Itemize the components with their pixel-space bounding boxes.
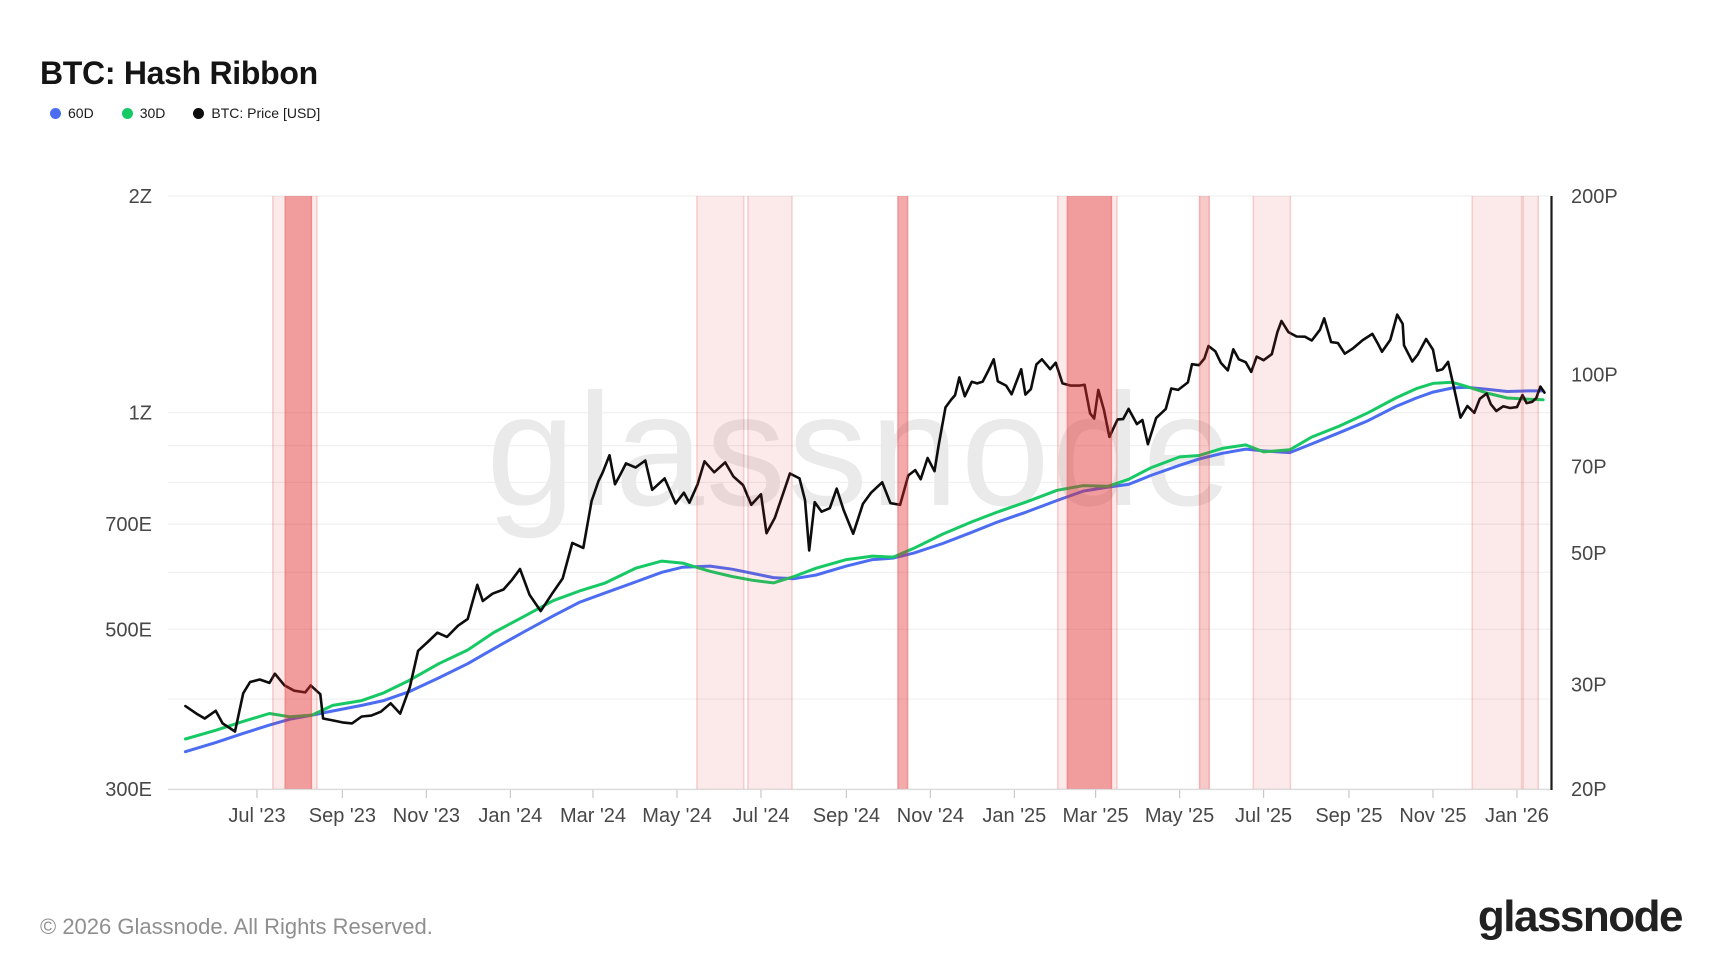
left-axis-label: 500E: [105, 619, 152, 641]
capitulation-band-edge: [315, 196, 318, 789]
x-axis-label: Nov '24: [897, 805, 964, 827]
x-axis-label: Mar '24: [560, 805, 626, 827]
capitulation-band: [747, 196, 793, 789]
page-title: BTC: Hash Ribbon: [40, 55, 318, 92]
right-axis-label: 30P: [1571, 675, 1607, 697]
capitulation-band-edge: [1520, 196, 1523, 789]
legend-item-btc-price[interactable]: BTC: Price [USD]: [193, 105, 320, 121]
left-axis-label: 300E: [105, 779, 152, 801]
capitulation-band: [696, 196, 745, 789]
capitulation-band: [897, 196, 909, 789]
right-axis-label: 20P: [1571, 779, 1607, 801]
capitulation-band-edge: [1066, 196, 1069, 789]
legend-item-60d[interactable]: 60D: [50, 105, 94, 121]
capitulation-band: [284, 196, 313, 789]
legend-label-60d: 60D: [68, 105, 94, 121]
x-axis-label: Nov '25: [1399, 805, 1466, 827]
left-axis-label: 2Z: [129, 186, 152, 208]
x-axis-label: Mar '25: [1063, 805, 1129, 827]
capitulation-band-edge: [1198, 196, 1201, 789]
glassnode-watermark: glassnode: [486, 360, 1233, 539]
left-axis: 2Z 1Z 700E 500E 300E: [105, 186, 152, 801]
right-axis: 200P 100P 70P 50P 30P 20P: [1571, 186, 1618, 801]
capitulation-band-edge: [1537, 196, 1539, 789]
x-axis-label: Jul '24: [732, 805, 789, 827]
x-axis-label: May '25: [1145, 805, 1214, 827]
capitulation-band: [1471, 196, 1523, 789]
capitulation-band-edge: [1522, 196, 1525, 789]
x-axis-label: May '24: [642, 805, 711, 827]
legend-label-30d: 30D: [139, 105, 166, 121]
capitulation-band-edge: [696, 196, 698, 789]
series-lines: [183, 313, 1546, 754]
legend-dot-60d-icon: [50, 107, 61, 119]
capitulation-band-edge: [272, 196, 274, 789]
legend-item-30d[interactable]: 30D: [121, 105, 166, 121]
capitulation-band-edge: [1057, 196, 1059, 789]
capitulation-band: [272, 196, 318, 789]
left-axis-label: 700E: [105, 514, 152, 536]
right-axis-label: 100P: [1571, 365, 1618, 387]
x-axis-label: Jan '25: [982, 805, 1046, 827]
legend-dot-30d-icon: [121, 107, 133, 119]
legend-label-btc-price: BTC: Price [USD]: [211, 105, 321, 121]
left-axis-label: 1Z: [129, 403, 152, 425]
capitulation-bands: [272, 196, 1539, 789]
x-axis-label: Jan '24: [478, 805, 542, 827]
capitulation-band: [1066, 196, 1113, 789]
capitulation-band-edge: [897, 196, 899, 789]
x-axis: Jul '23 Sep '23 Nov '23 Jan '24 Mar '24 May '…: [168, 788, 1551, 827]
capitulation-band-edge: [1110, 196, 1113, 789]
x-axis-label: Nov '23: [393, 805, 460, 827]
chart-legend: 60D 30D BTC: Price [USD]: [50, 105, 320, 121]
capitulation-band-edge: [1208, 196, 1210, 789]
x-axis-label: Sep '25: [1315, 805, 1382, 827]
series-line-btc-price-usd: [184, 313, 1546, 733]
capitulation-band-edge: [742, 196, 745, 789]
legend-dot-btc-price-icon: [193, 107, 205, 119]
copyright-text: © 2026 Glassnode. All Rights Reserved.: [40, 914, 433, 939]
capitulation-band-edge: [1252, 196, 1255, 789]
capitulation-band-edge: [1116, 196, 1118, 789]
capitulation-band-edge: [747, 196, 749, 789]
capitulation-band: [1057, 196, 1118, 789]
x-axis-label: Jul '23: [228, 805, 285, 827]
series-line-30d: [183, 380, 1545, 741]
capitulation-band-edge: [310, 196, 313, 789]
capitulation-band: [1252, 196, 1292, 789]
capitulation-band-edge: [284, 196, 287, 789]
capitulation-band: [1522, 196, 1539, 789]
right-axis-label: 200P: [1571, 186, 1618, 208]
capitulation-band: [1198, 196, 1210, 789]
x-axis-label: Jul '25: [1235, 805, 1292, 827]
glassnode-logo: glassnode: [1477, 892, 1684, 941]
capitulation-band-edge: [1289, 196, 1292, 789]
x-axis-label: Jan '26: [1485, 805, 1549, 827]
capitulation-band-edge: [791, 196, 793, 789]
right-axis-label: 70P: [1571, 456, 1607, 478]
capitulation-band-edge: [1471, 196, 1474, 789]
right-axis-label: 50P: [1571, 543, 1607, 565]
capitulation-band-edge: [906, 196, 909, 789]
x-axis-label: Sep '23: [309, 805, 376, 827]
x-axis-label: Sep '24: [813, 805, 880, 827]
